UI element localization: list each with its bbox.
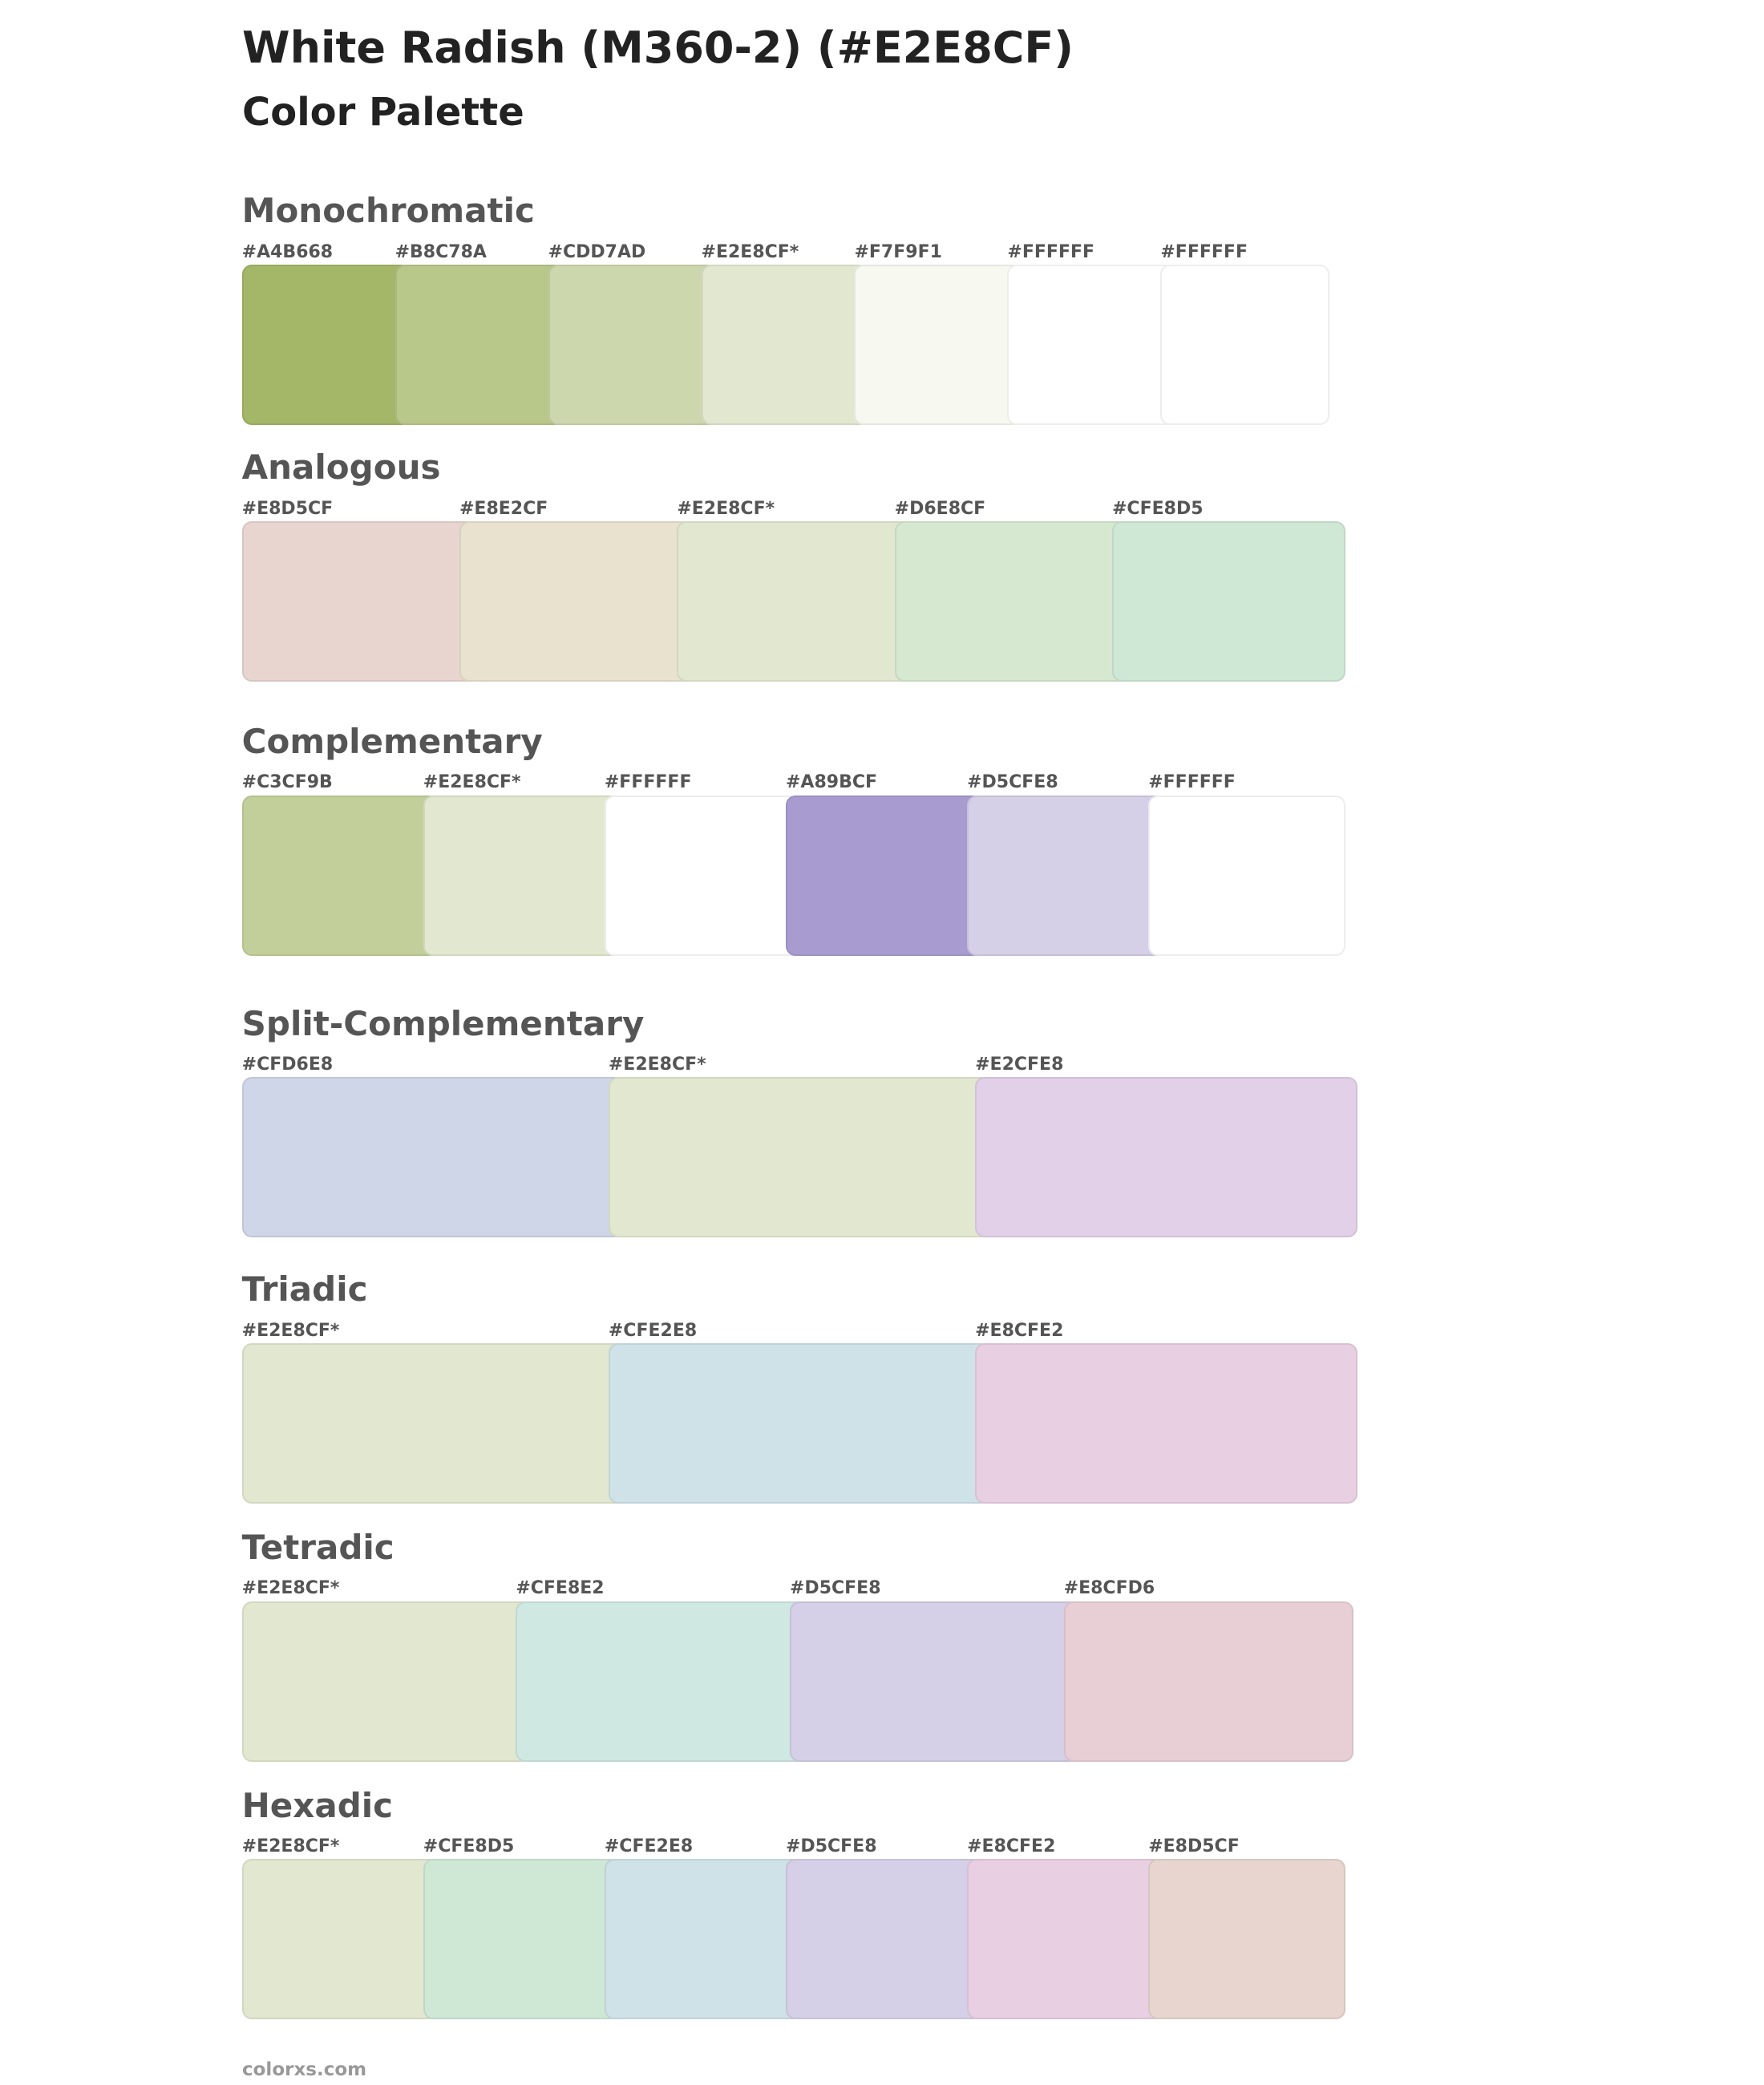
swatch	[241, 1077, 625, 1238]
swatch	[786, 1859, 984, 2020]
swatch	[241, 1343, 625, 1504]
swatch-label: #FFFFFF	[1160, 241, 1248, 262]
swatch	[1112, 521, 1346, 682]
swatch	[423, 1859, 621, 2020]
swatch-label: #A89BCF	[786, 772, 878, 793]
swatch	[241, 1859, 439, 2020]
swatch	[967, 1859, 1165, 2020]
swatch-label: #E2E8CF*	[608, 1055, 706, 1075]
swatch-label: #D5CFE8	[790, 1578, 881, 1599]
swatch	[241, 265, 411, 425]
swatch	[1148, 1859, 1346, 2020]
swatch	[423, 795, 621, 956]
footer: colorxs.com	[242, 2059, 367, 2080]
swatch	[701, 265, 871, 425]
swatch-label: #E2E8CF*	[241, 1578, 340, 1599]
swatch	[604, 795, 802, 956]
swatch-label: #FFFFFF	[604, 772, 692, 793]
swatch	[975, 1343, 1358, 1504]
swatch-label: #C3CF9B	[241, 772, 333, 793]
swatch	[459, 521, 694, 682]
swatch-label: #D6E8CF	[894, 498, 986, 519]
swatch-label: #CFE8D5	[1112, 498, 1204, 519]
swatch-label: #CFE2E8	[608, 1320, 698, 1341]
section-title: Analogous	[241, 447, 441, 488]
swatch	[677, 521, 911, 682]
page-title: White Radish (M360-2) (#E2E8CF)	[242, 22, 1074, 73]
swatch	[1160, 265, 1330, 425]
swatch-label: #E8D5CF	[1148, 1836, 1240, 1856]
swatch	[854, 265, 1024, 425]
swatch-label: #A4B668	[241, 241, 334, 262]
swatch	[241, 521, 475, 682]
swatch	[1007, 265, 1177, 425]
swatch	[975, 1077, 1358, 1238]
swatch	[894, 521, 1128, 682]
swatch-label: #FFFFFF	[1007, 241, 1095, 262]
swatch-label: #CFE8E2	[516, 1578, 605, 1599]
section-title: Hexadic	[241, 1785, 394, 1825]
swatch-label: #E2E8CF*	[241, 1836, 340, 1856]
swatch-label: #CFD6E8	[241, 1055, 334, 1075]
swatch	[608, 1077, 992, 1238]
swatch-label: #E8CFD6	[1063, 1578, 1155, 1599]
swatch	[516, 1601, 806, 1762]
swatch-label: #E2E8CF*	[677, 498, 775, 519]
page-subtitle: Color Palette	[242, 90, 524, 135]
swatch	[786, 795, 984, 956]
swatch	[967, 795, 1165, 956]
swatch-label: #CDD7AD	[548, 241, 646, 262]
swatch	[548, 265, 718, 425]
swatch-label: #CFE2E8	[604, 1836, 694, 1856]
section-title: Monochromatic	[241, 191, 535, 231]
swatch-label: #E2E8CF*	[701, 241, 799, 262]
swatch	[608, 1343, 992, 1504]
swatch-label: #E8CFE2	[967, 1836, 1056, 1856]
swatch-label: #B8C78A	[394, 241, 487, 262]
swatch-label: #E2E8CF*	[241, 1320, 340, 1341]
swatch	[790, 1601, 1080, 1762]
swatch	[241, 795, 439, 956]
swatch	[604, 1859, 802, 2020]
section-title: Tetradic	[241, 1528, 394, 1567]
section-title: Triadic	[241, 1269, 368, 1310]
swatch-label: #FFFFFF	[1148, 772, 1236, 793]
swatch-label: #D5CFE8	[967, 772, 1058, 793]
section-title: Split-Complementary	[241, 1003, 645, 1043]
swatch-label: #E2CFE8	[975, 1055, 1064, 1075]
swatch-label: #F7F9F1	[854, 241, 942, 262]
swatch	[1148, 795, 1346, 956]
section-title: Complementary	[241, 722, 543, 761]
swatch-label: #CFE8D5	[423, 1836, 515, 1856]
swatch-label: #E2E8CF*	[423, 772, 521, 793]
swatch-label: #E8CFE2	[975, 1320, 1064, 1341]
swatch-label: #E8E2CF	[459, 498, 548, 519]
swatch	[1063, 1601, 1354, 1762]
swatch	[394, 265, 564, 425]
swatch	[241, 1601, 532, 1762]
swatch-label: #E8D5CF	[241, 498, 334, 519]
swatch-label: #D5CFE8	[786, 1836, 877, 1856]
